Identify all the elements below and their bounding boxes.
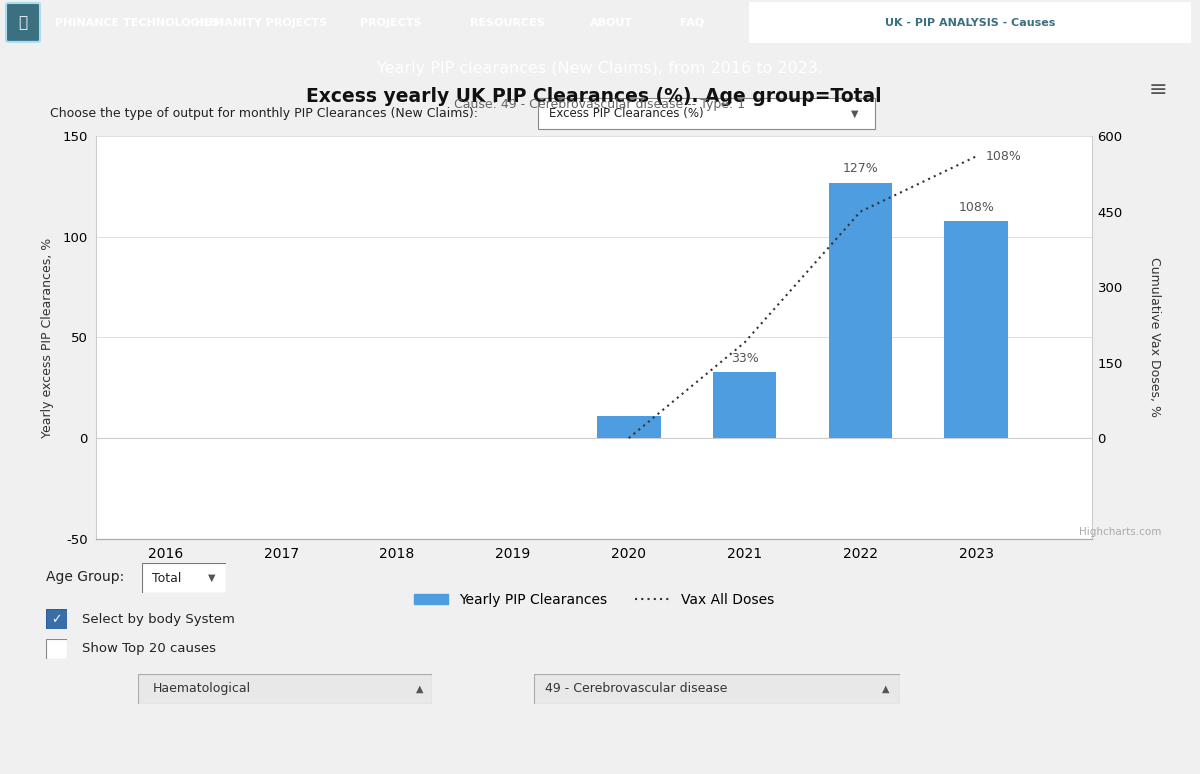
Text: ABOUT: ABOUT [590, 18, 634, 28]
Bar [828, 183, 893, 438]
Text: Age Group:: Age Group: [46, 570, 124, 584]
Title: Excess yearly UK PIP Clearances (%). Age group=Total: Excess yearly UK PIP Clearances (%). Age… [306, 87, 882, 105]
FancyBboxPatch shape [46, 609, 67, 629]
Text: ✓: ✓ [52, 613, 61, 625]
Legend: Yearly PIP Clearances, Vax All Doses: Yearly PIP Clearances, Vax All Doses [408, 587, 780, 612]
Text: 33%: 33% [731, 351, 758, 365]
FancyBboxPatch shape [46, 639, 67, 659]
Text: ▼: ▼ [851, 109, 858, 118]
Y-axis label: Yearly excess PIP Clearances, %: Yearly excess PIP Clearances, % [41, 238, 54, 437]
Text: UK - PIP ANALYSIS - Causes: UK - PIP ANALYSIS - Causes [884, 18, 1055, 28]
Text: PHINANCE TECHNOLOGIES: PHINANCE TECHNOLOGIES [55, 18, 220, 28]
Y-axis label: Cumulative Vax Doses, %: Cumulative Vax Doses, % [1148, 258, 1160, 417]
Bar [944, 221, 1008, 438]
Text: Cause: 49 - Cerebrovascular disease -- Type: 1: Cause: 49 - Cerebrovascular disease -- T… [455, 98, 745, 111]
Text: Excess PIP Clearances (%): Excess PIP Clearances (%) [550, 108, 704, 120]
Text: PROJECTS: PROJECTS [360, 18, 421, 28]
Text: ▲: ▲ [882, 684, 889, 694]
Text: 108%: 108% [985, 150, 1021, 163]
Text: 127%: 127% [842, 163, 878, 176]
Text: FAQ: FAQ [680, 18, 704, 28]
Text: HUMANITY PROJECTS: HUMANITY PROJECTS [194, 18, 328, 28]
FancyBboxPatch shape [539, 98, 875, 129]
Text: 49 - Cerebrovascular disease: 49 - Cerebrovascular disease [545, 683, 727, 695]
FancyBboxPatch shape [534, 674, 900, 704]
FancyBboxPatch shape [142, 563, 226, 593]
FancyBboxPatch shape [6, 3, 40, 42]
Bar [596, 416, 660, 438]
FancyBboxPatch shape [749, 2, 1190, 43]
Text: Choose the type of output for monthly PIP Clearances (New Claims):: Choose the type of output for monthly PI… [49, 108, 478, 120]
Text: Total: Total [151, 572, 181, 584]
Text: 108%: 108% [959, 200, 994, 214]
Bar [713, 372, 776, 438]
Text: Haematological: Haematological [152, 683, 251, 695]
Text: Yearly PIP clearances (New Claims), from 2016 to 2023.: Yearly PIP clearances (New Claims), from… [377, 60, 823, 76]
FancyBboxPatch shape [138, 674, 432, 704]
Text: RESOURCES: RESOURCES [470, 18, 545, 28]
Text: ≡: ≡ [1148, 80, 1168, 100]
Text: Highcharts.com: Highcharts.com [1079, 527, 1162, 537]
Text: ▲: ▲ [415, 684, 424, 694]
Text: ▼: ▼ [208, 574, 216, 583]
Text: Show Top 20 causes: Show Top 20 causes [82, 642, 216, 655]
Text: ⓣ: ⓣ [18, 15, 28, 30]
Text: Select by body System: Select by body System [82, 613, 234, 625]
